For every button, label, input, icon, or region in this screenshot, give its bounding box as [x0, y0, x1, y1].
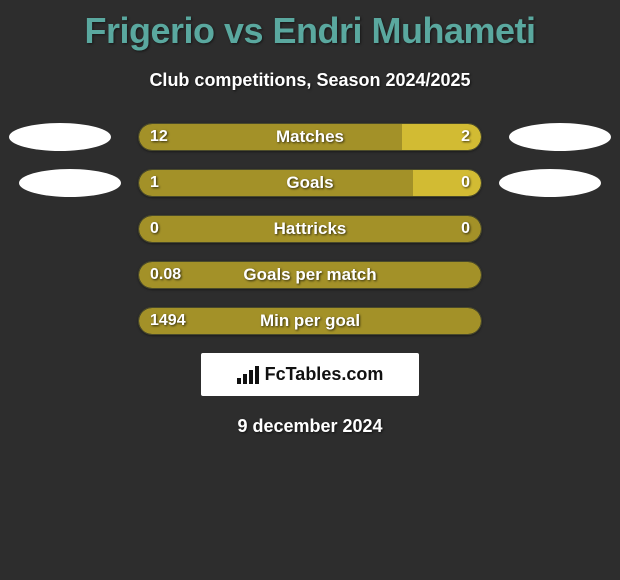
- site-badge: FcTables.com: [201, 353, 419, 396]
- stat-value-right: 2: [461, 123, 470, 151]
- player-left-ellipse: [19, 169, 121, 197]
- comparison-chart: 12 Matches 2 1 Goals 0 0 Hattricks 0 0.0…: [0, 123, 620, 335]
- page-title: Frigerio vs Endri Muhameti: [0, 0, 620, 52]
- stat-row: 12 Matches 2: [0, 123, 620, 151]
- stat-row: 1 Goals 0: [0, 169, 620, 197]
- stat-label: Goals: [138, 169, 482, 197]
- stat-label: Matches: [138, 123, 482, 151]
- stat-label: Hattricks: [138, 215, 482, 243]
- stat-label: Goals per match: [138, 261, 482, 289]
- stat-row: 0.08 Goals per match: [0, 261, 620, 289]
- stat-row: 1494 Min per goal: [0, 307, 620, 335]
- stat-row: 0 Hattricks 0: [0, 215, 620, 243]
- subtitle: Club competitions, Season 2024/2025: [0, 70, 620, 91]
- stat-label: Min per goal: [138, 307, 482, 335]
- chart-icon: [237, 366, 259, 384]
- stat-value-right: 0: [461, 215, 470, 243]
- player-right-ellipse: [499, 169, 601, 197]
- player-left-ellipse: [9, 123, 111, 151]
- player-right-ellipse: [509, 123, 611, 151]
- date-label: 9 december 2024: [0, 416, 620, 437]
- site-name: FcTables.com: [265, 364, 384, 385]
- stat-value-right: 0: [461, 169, 470, 197]
